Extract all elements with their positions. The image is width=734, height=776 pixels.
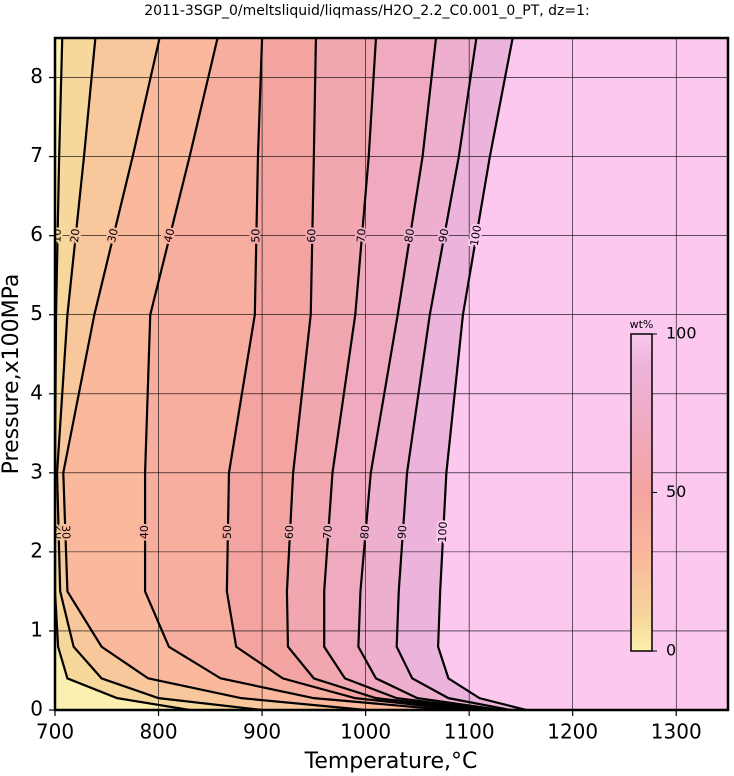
x-axis-title: Temperature,°C <box>304 749 478 774</box>
colorbar <box>630 333 653 652</box>
y-tick-label: 8 <box>30 64 43 88</box>
y-tick-label: 2 <box>30 538 43 562</box>
axes: 700 800 900 1000 1100 1200 1300 0 1 2 3 4 5 6 7 8 wt% 0 50… <box>30 36 730 744</box>
y-tick-label: 1 <box>30 617 43 641</box>
contour-label: 40 <box>161 227 177 244</box>
colorbar-title: wt% <box>630 318 654 331</box>
contour-label: 90 <box>395 525 409 540</box>
colorbar-tick-label: 0 <box>666 641 676 660</box>
contour-line <box>143 38 449 710</box>
contour-label: 20 <box>68 228 82 243</box>
contour-line <box>357 38 501 710</box>
y-tick-label: 5 <box>30 301 43 325</box>
contour-label: 50 <box>249 229 262 243</box>
contour-label: 60 <box>305 229 318 243</box>
plot-frame <box>53 36 730 712</box>
contour-label: 30 <box>105 227 121 244</box>
y-tick-label: 3 <box>30 459 43 483</box>
contour-label: 100 <box>436 521 450 543</box>
contour-line <box>436 38 527 710</box>
contour-label: 70 <box>354 228 368 243</box>
contour-label: 30 <box>59 525 72 539</box>
contour-line <box>323 38 491 710</box>
colorbar-tick-label: 50 <box>666 482 686 501</box>
contour-band <box>438 38 728 710</box>
x-tick-label: 800 <box>139 720 177 744</box>
contour-label: 40 <box>138 525 151 539</box>
contour-label: 70 <box>321 525 335 540</box>
x-tick-label: 1100 <box>444 720 495 744</box>
contour-label: 90 <box>436 227 451 243</box>
contour-label: 60 <box>283 525 297 540</box>
y-tick-label: 6 <box>30 222 43 246</box>
y-tick-label: 7 <box>30 143 43 167</box>
contour-line <box>285 38 480 710</box>
contour-line <box>225 38 465 710</box>
x-tick-label: 1000 <box>340 720 391 744</box>
x-tick-label: 700 <box>36 720 74 744</box>
colorbar-tick-label: 100 <box>666 324 697 343</box>
x-tick-label: 900 <box>243 720 281 744</box>
plot-area: 1010202030304040505060607070808090901001… <box>50 38 728 710</box>
contour-line <box>62 38 366 710</box>
contour-label: 80 <box>358 525 372 540</box>
contour-line <box>55 38 190 710</box>
contour-line <box>395 38 511 710</box>
x-tick-label: 1300 <box>651 720 702 744</box>
x-tick-label: 1200 <box>547 720 598 744</box>
y-tick-label: 0 <box>30 697 43 721</box>
contour-label: 80 <box>402 228 417 244</box>
y-tick-label: 4 <box>30 380 43 404</box>
contour-label: 50 <box>221 525 234 539</box>
chart-title: 2011-3SGP_0/meltsliquid/liqmass/H2O_2.2_… <box>144 3 590 19</box>
contour-line <box>55 38 263 710</box>
contour-label: 10 <box>50 229 63 243</box>
y-axis-title: Pressure,x100MPa <box>0 274 24 475</box>
contour-label: 100 <box>468 224 484 247</box>
